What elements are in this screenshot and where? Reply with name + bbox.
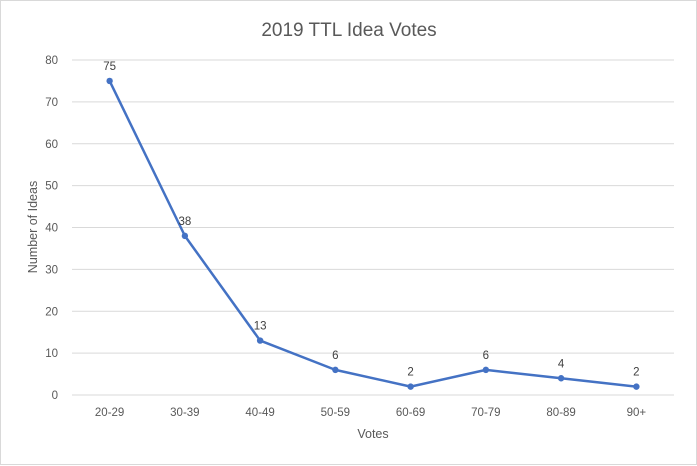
data-point	[256, 337, 264, 344]
x-tick-label: 70-79	[471, 407, 500, 419]
data-label: 6	[332, 350, 338, 362]
data-label: 2	[633, 367, 639, 379]
x-tick-label: 50-59	[321, 407, 350, 419]
data-label: 38	[178, 216, 191, 228]
x-axis-title: Votes	[357, 427, 388, 441]
data-point	[181, 232, 189, 240]
data-label: 2	[407, 367, 413, 379]
y-tick-label: 0	[52, 390, 58, 402]
chart-title: 2019 TTL Idea Votes	[261, 20, 436, 41]
data-point	[332, 366, 339, 374]
y-axis-ticks: 0 10 20 30 40 50 60 70 80	[45, 55, 58, 402]
data-labels: 75 38 13 6 2 6 4 2	[103, 61, 639, 379]
series-layer	[106, 77, 640, 390]
x-tick-label: 30-39	[170, 407, 199, 419]
x-tick-label: 90+	[627, 407, 647, 419]
data-label: 6	[483, 350, 489, 362]
y-tick-label: 70	[45, 97, 58, 109]
data-label: 4	[558, 358, 565, 370]
y-tick-label: 10	[45, 348, 58, 360]
x-tick-label: 20-29	[95, 407, 124, 419]
y-tick-label: 50	[45, 181, 58, 193]
data-point	[482, 366, 490, 374]
y-tick-label: 20	[45, 306, 58, 318]
data-label: 75	[103, 61, 116, 73]
gridlines	[72, 59, 674, 396]
y-tick-label: 60	[45, 139, 58, 151]
data-label: 13	[254, 321, 267, 333]
x-tick-label: 60-69	[396, 407, 425, 419]
y-axis-title: Number of Ideas	[26, 181, 40, 273]
x-tick-label: 40-49	[245, 407, 274, 419]
data-point	[106, 77, 113, 85]
y-tick-label: 30	[45, 264, 58, 276]
series-line	[108, 80, 637, 388]
y-tick-label: 40	[45, 223, 58, 235]
data-point	[557, 375, 565, 382]
y-tick-label: 80	[45, 55, 58, 67]
data-point	[633, 383, 640, 390]
data-point	[407, 383, 414, 390]
x-tick-label: 80-89	[546, 407, 575, 419]
x-axis-ticks: 20-29 30-39 40-49 50-59 60-69 70-79 80-89 90+	[95, 407, 646, 419]
